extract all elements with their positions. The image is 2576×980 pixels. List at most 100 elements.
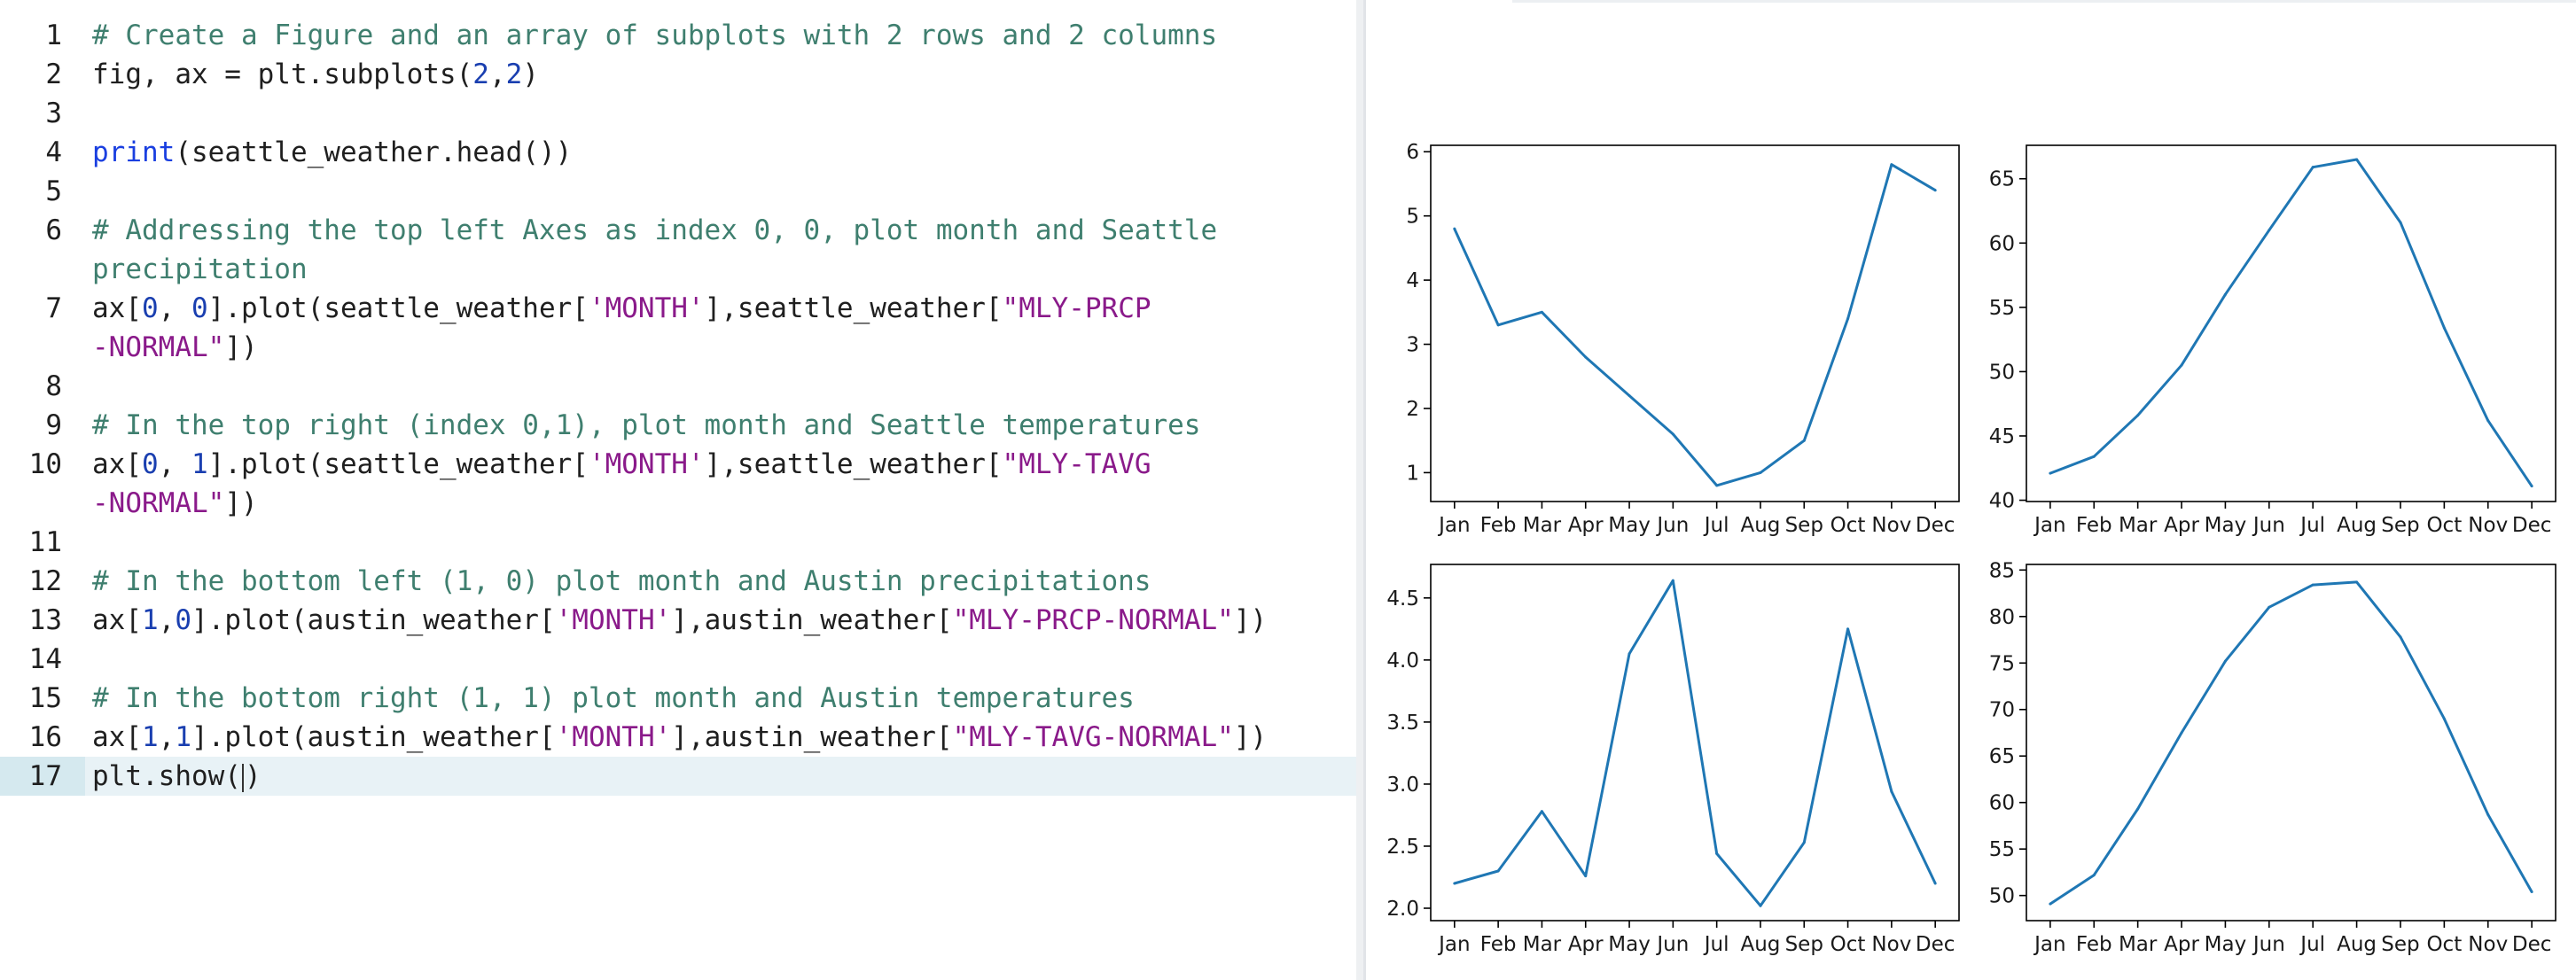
data-point bbox=[1453, 882, 1456, 885]
y-tick-label: 4.0 bbox=[1386, 649, 1419, 673]
line-number: 1 bbox=[45, 19, 62, 51]
code-token-plain: ].plot(seattle_weather[ bbox=[207, 292, 589, 324]
line-number: 4 bbox=[45, 136, 62, 168]
line-number: 3 bbox=[45, 97, 62, 129]
line-number: 2 bbox=[45, 58, 62, 90]
code-line[interactable]: 6 # Addressing the top left Axes as index… bbox=[0, 211, 1356, 250]
code-token-string: "MLY-PRCP-NORMAL" bbox=[952, 604, 1234, 636]
data-point bbox=[2092, 874, 2096, 877]
code-text[interactable]: # In the bottom right (1, 1) plot month … bbox=[92, 679, 1135, 718]
code-token-number: 0 bbox=[142, 448, 159, 480]
code-line[interactable]: 15 # In the bottom right (1, 1) plot mont… bbox=[0, 679, 1356, 718]
axes-frame bbox=[1430, 564, 1960, 922]
code-text[interactable]: ax[0, 0].plot(seattle_weather['MONTH'],s… bbox=[92, 289, 1151, 328]
code-text[interactable]: ax[1,1].plot(austin_weather['MONTH'],aus… bbox=[92, 718, 1267, 757]
code-token-plain: ]) bbox=[224, 331, 258, 363]
code-text[interactable]: # In the top right (index 0,1), plot mon… bbox=[92, 406, 1200, 445]
y-tick-label: 50 bbox=[1989, 361, 2015, 384]
x-tick-label: Aug bbox=[1740, 514, 1780, 537]
data-point bbox=[1802, 439, 1806, 442]
x-tick-label: Oct bbox=[2426, 933, 2462, 956]
x-tick-label: Oct bbox=[1831, 933, 1866, 956]
x-tick-label: Jan bbox=[1437, 933, 1470, 956]
y-tick-label: 45 bbox=[1989, 425, 2015, 448]
y-tick-label: 2 bbox=[1406, 398, 1419, 421]
x-tick-label: Dec bbox=[1916, 514, 1955, 537]
code-token-string: "MLY-TAVG-NORMAL" bbox=[952, 721, 1234, 753]
series-line bbox=[1454, 579, 1937, 907]
data-point bbox=[2530, 485, 2533, 488]
code-token-plain: , bbox=[158, 292, 191, 324]
code-token-plain: , bbox=[488, 58, 506, 90]
code-text[interactable]: ax[0, 1].plot(seattle_weather['MONTH'],s… bbox=[92, 445, 1151, 484]
x-tick-label: Feb bbox=[2076, 514, 2112, 537]
code-line[interactable]: precipitation bbox=[0, 250, 1356, 289]
data-point bbox=[2180, 731, 2183, 735]
y-tick-label: 3 bbox=[1406, 334, 1419, 357]
x-tick-label: Jan bbox=[1437, 514, 1470, 537]
x-tick-label: Dec bbox=[1916, 933, 1955, 956]
code-line[interactable]: -NORMAL"]) bbox=[0, 484, 1356, 523]
code-token-plain: ]) bbox=[1233, 604, 1268, 636]
code-token-string: "MLY-TAVG bbox=[1002, 448, 1151, 480]
code-text[interactable]: precipitation bbox=[92, 250, 308, 289]
code-line[interactable]: 3 bbox=[0, 94, 1356, 133]
code-token-plain: (seattle_weather.head()) bbox=[175, 136, 573, 168]
pane-splitter[interactable] bbox=[1356, 0, 1365, 980]
code-token-comment: # Addressing the top left Axes as index … bbox=[92, 214, 1218, 246]
code-token-plain: ) bbox=[522, 58, 539, 90]
code-text[interactable]: ax[1,0].plot(austin_weather['MONTH'],aus… bbox=[92, 601, 1267, 640]
code-line[interactable]: 13 ax[1,0].plot(austin_weather['MONTH'],a… bbox=[0, 601, 1356, 640]
code-line[interactable]: 17 plt.show() bbox=[0, 757, 1356, 796]
series-line bbox=[1453, 163, 1936, 487]
code-token-string: 'MONTH' bbox=[588, 448, 705, 480]
text-cursor bbox=[241, 763, 244, 792]
code-line[interactable]: 4 print(seattle_weather.head()) bbox=[0, 133, 1356, 172]
code-token-plain: ax[ bbox=[92, 292, 142, 324]
code-text[interactable]: # Addressing the top left Axes as index … bbox=[92, 211, 1217, 250]
line-number: 14 bbox=[28, 643, 62, 675]
data-point bbox=[2223, 292, 2227, 296]
code-editor[interactable]: 1 # Create a Figure and an array of subpl… bbox=[0, 0, 1356, 980]
code-line[interactable]: 14 bbox=[0, 640, 1356, 679]
code-line[interactable]: 2 fig, ax = plt.subplots(2,2) bbox=[0, 55, 1356, 94]
data-point bbox=[1496, 869, 1500, 873]
code-line[interactable]: 5 bbox=[0, 172, 1356, 211]
axes-frame bbox=[2026, 564, 2556, 922]
code-token-number: 1 bbox=[142, 604, 159, 636]
data-point bbox=[2136, 807, 2140, 811]
code-text[interactable]: print(seattle_weather.head()) bbox=[92, 133, 572, 172]
data-point bbox=[1933, 882, 1937, 885]
x-tick-label: Nov bbox=[2468, 933, 2508, 956]
code-line[interactable]: 11 bbox=[0, 523, 1356, 562]
x-tick-label: Nov bbox=[1871, 514, 1911, 537]
code-token-plain: ],austin_weather[ bbox=[671, 721, 953, 753]
code-line[interactable]: 12 # In the bottom left (1, 0) plot month… bbox=[0, 562, 1356, 601]
code-text[interactable]: -NORMAL"]) bbox=[92, 484, 258, 523]
x-tick-label: Apr bbox=[1568, 514, 1604, 537]
code-text[interactable]: plt.show() bbox=[92, 757, 262, 796]
line-number: 7 bbox=[45, 292, 62, 324]
code-text[interactable]: fig, ax = plt.subplots(2,2) bbox=[92, 55, 539, 94]
code-line[interactable]: -NORMAL"]) bbox=[0, 328, 1356, 367]
code-token-comment: # In the bottom left (1, 0) plot month a… bbox=[92, 565, 1151, 597]
x-tick-label: Dec bbox=[2512, 514, 2552, 537]
code-line[interactable]: 16 ax[1,1].plot(austin_weather['MONTH'],a… bbox=[0, 718, 1356, 757]
code-line[interactable]: 9 # In the top right (index 0,1), plot mo… bbox=[0, 406, 1356, 445]
y-tick-label: 65 bbox=[1989, 168, 2015, 191]
code-token-number: 0 bbox=[142, 292, 159, 324]
code-line[interactable]: 8 bbox=[0, 367, 1356, 406]
data-point bbox=[1584, 355, 1588, 359]
code-text[interactable]: # Create a Figure and an array of subplo… bbox=[92, 16, 1217, 55]
data-point bbox=[2049, 902, 2052, 906]
line-number: 11 bbox=[28, 526, 62, 558]
code-token-string: 'MONTH' bbox=[555, 604, 672, 636]
x-tick-label: May bbox=[2205, 514, 2247, 537]
code-text[interactable]: -NORMAL"]) bbox=[92, 328, 258, 367]
code-line[interactable]: 10 ax[0, 1].plot(seattle_weather['MONTH']… bbox=[0, 445, 1356, 484]
code-token-plain: , bbox=[158, 448, 191, 480]
code-line[interactable]: 1 # Create a Figure and an array of subpl… bbox=[0, 16, 1356, 55]
code-line[interactable]: 7 ax[0, 0].plot(seattle_weather['MONTH'],… bbox=[0, 289, 1356, 328]
y-tick-label: 60 bbox=[1989, 232, 2015, 255]
code-text[interactable]: # In the bottom left (1, 0) plot month a… bbox=[92, 562, 1151, 601]
